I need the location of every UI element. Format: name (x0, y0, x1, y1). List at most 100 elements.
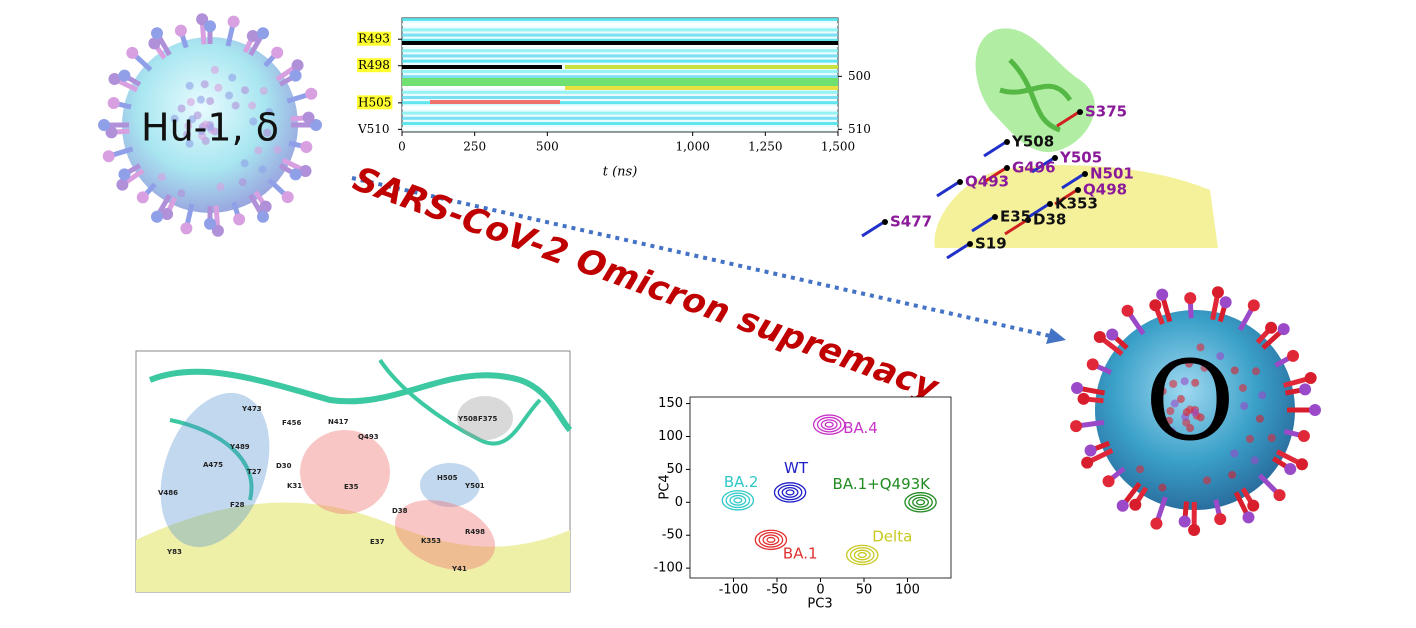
residue-label: T27 (247, 468, 262, 476)
y-tick-label: 0 (675, 495, 683, 510)
cluster-label: BA.1 (783, 544, 818, 562)
spike-head (1103, 475, 1115, 487)
residue-label: D38 (392, 507, 408, 515)
contact-bond (984, 142, 1006, 156)
residue-label: E37 (370, 538, 385, 546)
heatmap-stripe (402, 91, 838, 94)
spike-head (1156, 289, 1168, 301)
heatmap-stripe (402, 41, 838, 45)
residue-label: S477 (890, 213, 932, 231)
residue-label: Q493 (358, 433, 379, 441)
spike-head (204, 218, 216, 230)
spike-head (1184, 292, 1196, 304)
heatmap-stripe (402, 54, 838, 57)
spike-head (1150, 518, 1162, 530)
surface-spike (1203, 476, 1211, 484)
residue-label: R498 (465, 528, 485, 536)
contact-region (300, 430, 390, 514)
spike-head (1070, 420, 1082, 432)
residue-label: F456 (282, 419, 302, 427)
surface-spike (1239, 384, 1247, 392)
surface-spike (1268, 434, 1276, 442)
spike-head (1179, 516, 1191, 528)
surface-spike (1252, 367, 1260, 375)
x-tick-label: 100 (895, 583, 920, 598)
y-tick-label: H505 (358, 95, 391, 109)
surface-spike (1258, 391, 1266, 399)
atom (1047, 201, 1053, 207)
residue-label: K353 (421, 537, 441, 545)
residue-label: D30 (276, 462, 292, 470)
heatmap-stripe (402, 18, 838, 21)
residue-label: H505 (437, 474, 458, 482)
arrow-head (1046, 328, 1066, 344)
spike-head (103, 150, 115, 162)
surface-spike (1136, 465, 1144, 473)
spike-head (1188, 524, 1200, 536)
residue-label: E35 (344, 483, 359, 491)
x-tick-label: 1,500 (821, 140, 855, 154)
atom (1077, 109, 1083, 115)
x-tick-label: 0 (816, 583, 824, 598)
spike-head (137, 191, 149, 203)
spike-head (1094, 331, 1106, 343)
residue-label: Y83 (166, 548, 182, 556)
residue-label: Y473 (241, 405, 262, 413)
y-tick-label: R493 (358, 32, 390, 46)
cluster-label: WT (784, 459, 809, 477)
residue-label: E35 (1000, 208, 1031, 226)
heatmap-stripe (402, 96, 838, 99)
cluster-label: BA.1+Q493K (833, 475, 932, 493)
spike-head (233, 213, 245, 225)
spike-head (126, 47, 138, 59)
atom (967, 241, 973, 247)
atom (1082, 171, 1088, 177)
atom (1004, 139, 1010, 145)
surface-spike (211, 66, 219, 74)
spike-head (1214, 513, 1226, 525)
spike-head (98, 119, 110, 131)
cluster-label: BA.2 (724, 473, 759, 491)
y-tick-label: R498 (358, 58, 390, 72)
heatmap-stripe (402, 70, 838, 73)
spike-head (290, 168, 302, 180)
residue-label: Q493 (965, 173, 1009, 191)
spike-head (1265, 322, 1277, 334)
spike-head (1284, 463, 1296, 475)
x-tick-label: -100 (719, 583, 749, 598)
spike-head (1299, 383, 1311, 395)
residue-label: Y489 (229, 443, 250, 451)
surface-spike (225, 91, 233, 99)
residue-label: N417 (328, 418, 349, 426)
residue-label: Y508 (457, 415, 478, 423)
surface-spike (201, 80, 209, 88)
y-tick-label: 100 (658, 429, 683, 444)
residue-label: Y41 (451, 565, 467, 573)
spike-head (282, 191, 294, 203)
spike-head (228, 16, 240, 28)
cluster-label: BA.4 (843, 419, 878, 437)
x-tick-label: 500 (536, 140, 559, 154)
spike-head (116, 179, 128, 191)
x-tick-label: -50 (766, 583, 787, 598)
spike-head (300, 141, 312, 153)
surface-spike (197, 96, 205, 104)
surface-spike (241, 159, 249, 167)
spike-head (1212, 286, 1224, 298)
surface-spike (214, 84, 222, 92)
spike-head (1122, 305, 1134, 317)
heatmap-stripe (402, 78, 838, 86)
residue-label: V486 (158, 489, 178, 497)
residue-label: S375 (1085, 103, 1127, 121)
heatmap-stripe (402, 49, 838, 52)
spike-head (1087, 358, 1099, 370)
x-tick-label: 1,000 (675, 140, 709, 154)
surface-spike (239, 178, 247, 186)
spike-head (151, 211, 163, 223)
spike-head (1071, 382, 1083, 394)
heatmap-stripe (402, 65, 562, 69)
spike-head (271, 47, 283, 59)
spike-head (1129, 499, 1141, 511)
spike-head (1274, 489, 1286, 501)
